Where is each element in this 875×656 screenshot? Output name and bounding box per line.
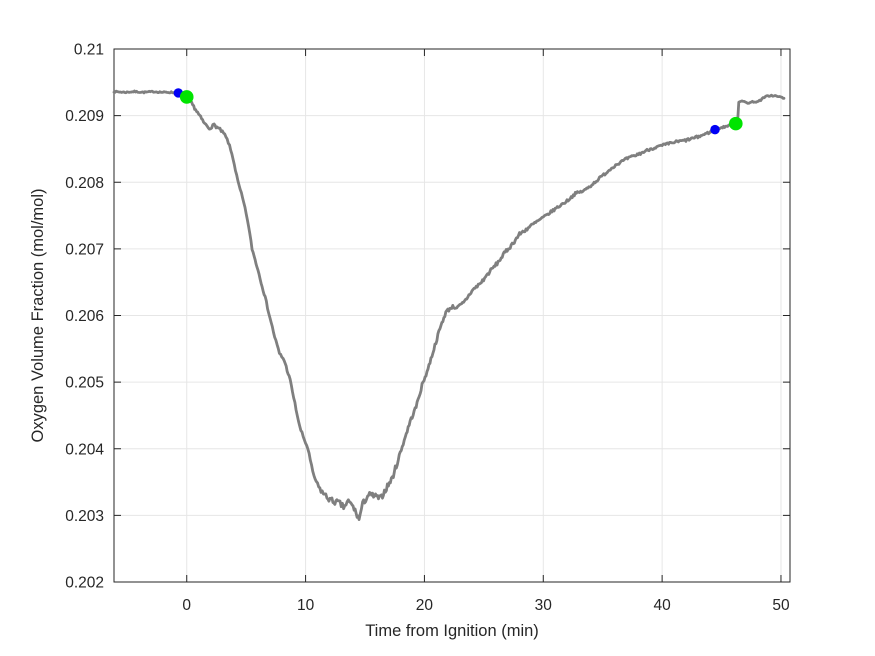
tick-marks xyxy=(114,48,790,583)
y-tick-label-0.203: 0.203 xyxy=(65,508,104,525)
y-tick-label-0.204: 0.204 xyxy=(65,441,104,458)
green-marker-end xyxy=(729,116,743,131)
x-tick-label-50: 50 xyxy=(772,597,790,614)
x-tick-label-40: 40 xyxy=(653,597,671,614)
series-oxygen-volume-fraction xyxy=(112,89,786,521)
grid xyxy=(114,48,790,583)
y-tick-label-0.208: 0.208 xyxy=(65,175,104,192)
x-tick-label-0: 0 xyxy=(182,597,191,614)
y-tick-label-0.202: 0.202 xyxy=(65,575,104,592)
y-tick-label-0.209: 0.209 xyxy=(65,108,104,125)
y-tick-label-0.206: 0.206 xyxy=(65,308,104,325)
x-tick-label-10: 10 xyxy=(297,597,315,614)
x-tick-label-30: 30 xyxy=(535,597,553,614)
green-marker-start xyxy=(179,90,194,104)
blue-marker-end xyxy=(710,124,720,135)
y-axis-label: Oxygen Volume Fraction (mol/mol) xyxy=(29,188,47,442)
y-tick-label-0.207: 0.207 xyxy=(65,241,104,258)
x-tick-label-20: 20 xyxy=(416,597,434,614)
y-tick-label-0.21: 0.21 xyxy=(74,42,104,59)
y-tick-label-0.205: 0.205 xyxy=(65,375,104,392)
x-axis-label: Time from Ignition (min) xyxy=(365,622,539,640)
